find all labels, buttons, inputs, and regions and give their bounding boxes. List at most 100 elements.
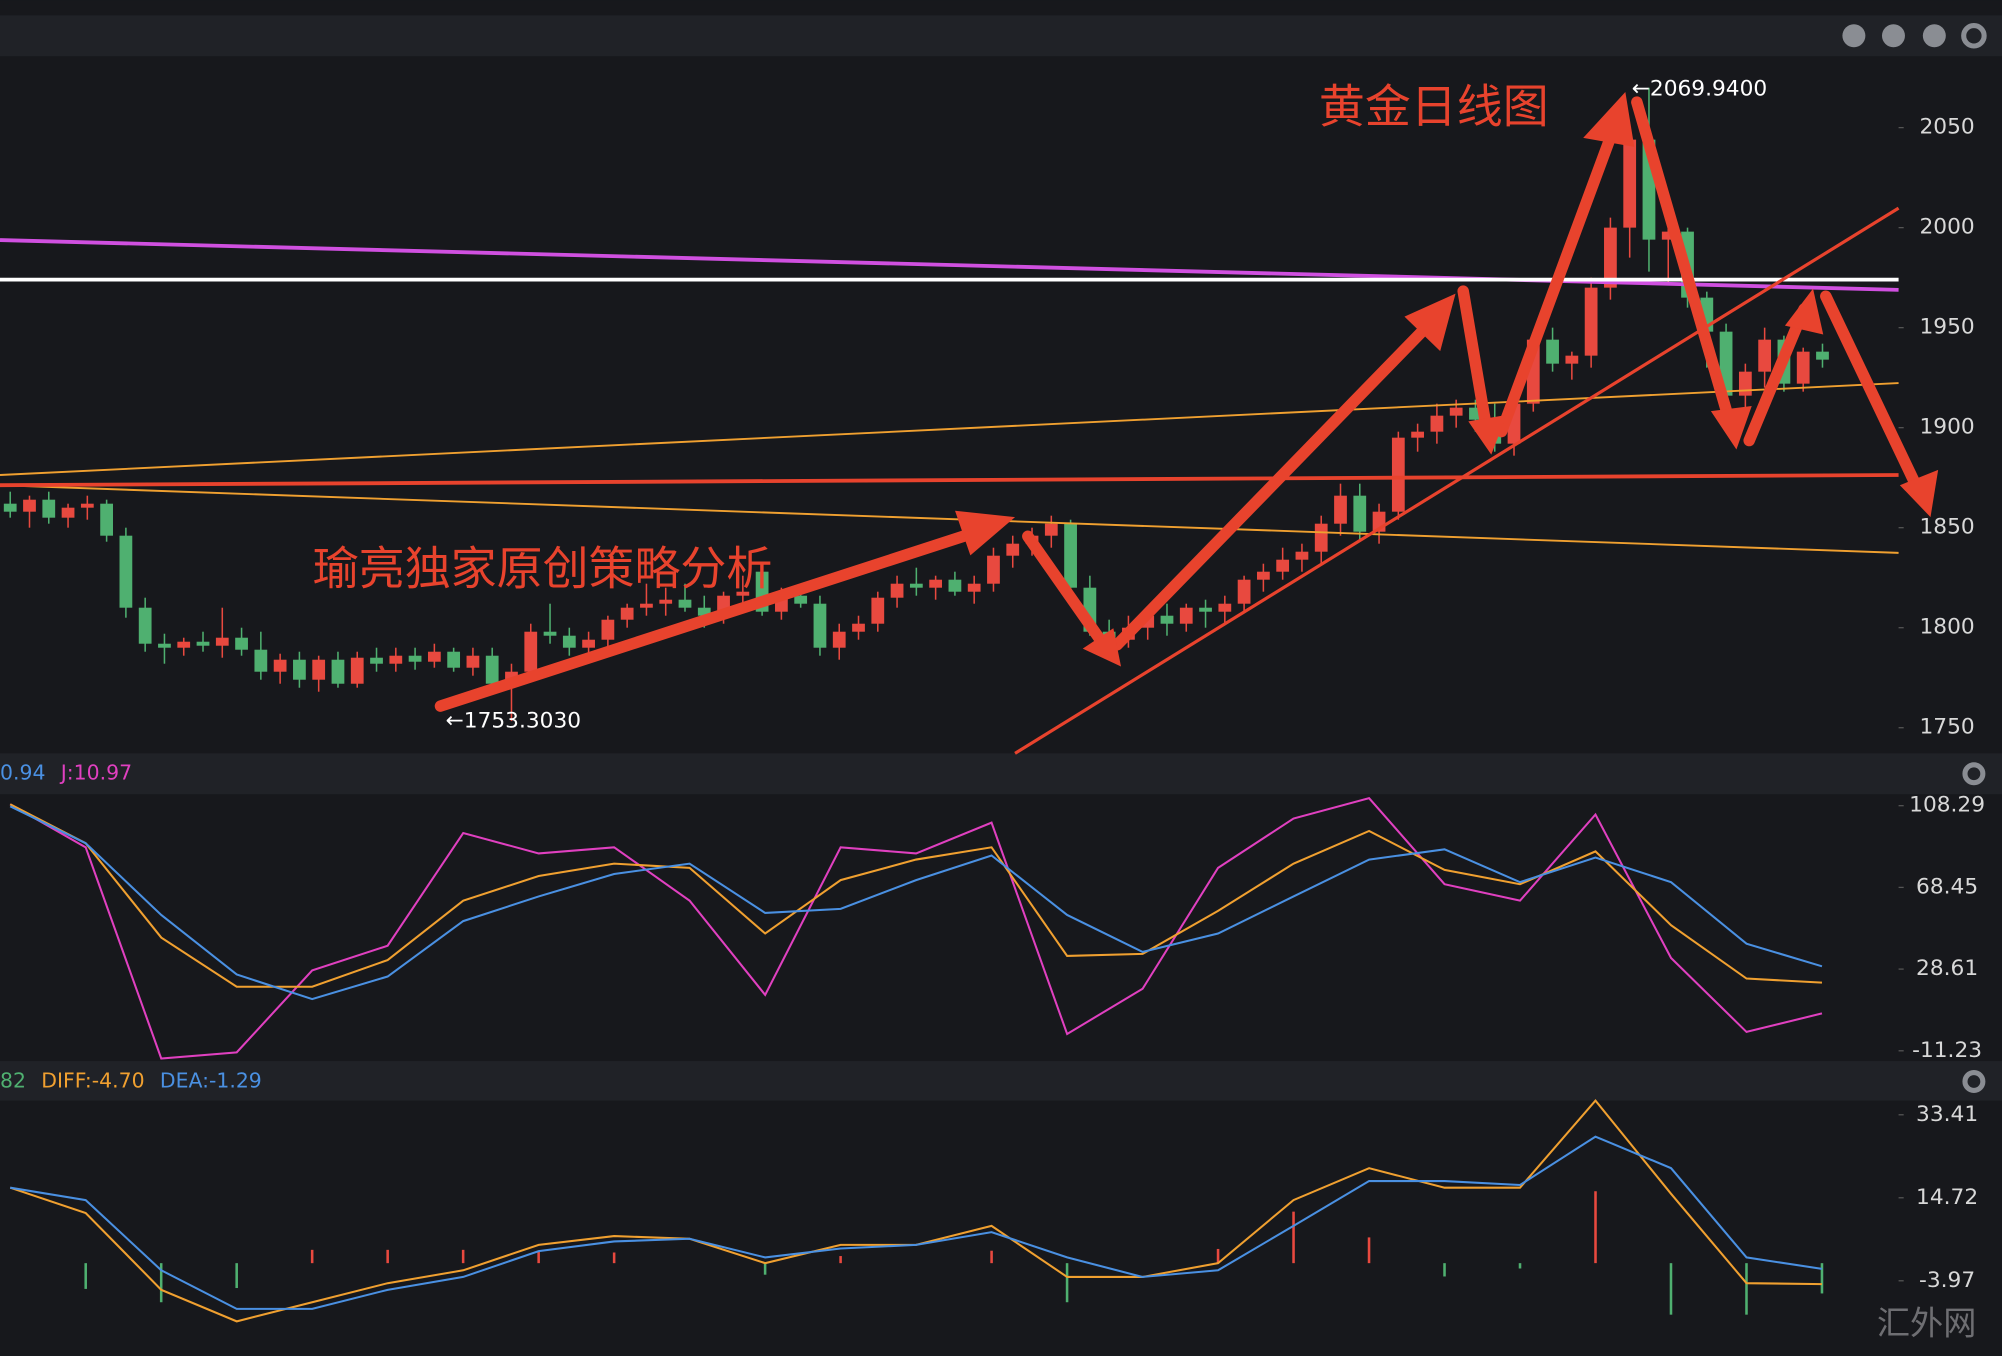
candle-body [543, 631, 557, 636]
candle-body [3, 503, 17, 512]
arrow-head [1710, 406, 1752, 450]
candle-body [659, 599, 673, 604]
candle-body [80, 503, 94, 508]
candle-body [42, 499, 56, 518]
y-tick-label: 28.61 [1916, 956, 1978, 981]
kdj-header [0, 753, 2002, 795]
candle-body [350, 657, 364, 684]
legend-entry: J:10.97 [59, 761, 132, 785]
candle-body [601, 619, 615, 640]
candle-body [1411, 431, 1424, 438]
candle-body [1816, 351, 1829, 360]
icon-minus[interactable] [1842, 24, 1866, 48]
candle-body [562, 635, 576, 648]
arrow [1111, 307, 1446, 651]
y-tick-label: 1750 [1919, 715, 1974, 740]
candle-body [1044, 523, 1058, 536]
candle-body [1353, 495, 1367, 532]
candle-body [697, 607, 711, 616]
candle-body [1276, 559, 1290, 572]
candle-body [273, 659, 287, 672]
trend-line [0, 484, 1899, 554]
candle-body [1314, 523, 1328, 552]
icon-settings[interactable] [1962, 762, 1986, 786]
candle-body [1661, 231, 1675, 240]
candle-body [23, 499, 36, 512]
legend-entry: 0.94 [0, 761, 45, 785]
candle-body [813, 603, 827, 648]
candle-body [1430, 415, 1444, 432]
candle-body [1199, 607, 1212, 612]
candle-body [447, 651, 461, 668]
candle-body [1604, 227, 1617, 288]
arrow [1457, 285, 1494, 440]
candle-body [1796, 351, 1810, 384]
candle-body [177, 641, 191, 648]
toolbar-icons[interactable] [1842, 23, 1987, 49]
candle-body [987, 555, 1000, 584]
y-tick-label: 14.72 [1916, 1185, 1978, 1210]
candle-body [736, 591, 750, 596]
y-tick-label: 108.29 [1909, 793, 1985, 818]
candle-body [620, 607, 634, 620]
candle-body [871, 597, 885, 624]
indicator-line [9, 796, 1823, 1060]
candle-body [293, 659, 306, 680]
legend-entry: DEA:-1.29 [160, 1068, 262, 1092]
candle-body [524, 631, 538, 672]
candle-body [890, 583, 904, 598]
candle-body [1758, 339, 1772, 372]
candle-body [1334, 495, 1347, 524]
y-tick-label: -11.23 [1912, 1038, 1982, 1063]
y-tick-label: 2000 [1919, 215, 1974, 240]
candle-body [1449, 407, 1463, 416]
annotation: 瑜亮独家原创策略分析 [313, 542, 773, 596]
candle-body [1295, 551, 1309, 560]
icon-settings[interactable] [1961, 23, 1987, 49]
arrow-head [1784, 288, 1824, 335]
candle-body [138, 607, 152, 644]
candle-body [582, 639, 595, 648]
candle-body [948, 579, 962, 592]
candle-body [1584, 287, 1598, 356]
trend-line [0, 382, 1899, 476]
indicator-line [10, 1135, 1823, 1310]
low-label: ←1753.3030 [446, 708, 581, 733]
arrow [1022, 530, 1114, 657]
legend-entry: 82 [0, 1068, 26, 1092]
candle-body [485, 655, 499, 684]
icon-plus[interactable] [1881, 24, 1905, 48]
arrow-head [955, 510, 1016, 556]
support-line [0, 473, 1899, 488]
candle-body [235, 637, 248, 650]
y-tick-label: 33.41 [1916, 1102, 1978, 1127]
arrows [434, 96, 1925, 712]
chart-title: 黄金日线图 [1319, 79, 1549, 133]
candle-body [909, 583, 923, 588]
candle-body [1391, 437, 1405, 512]
legend-entry: DIFF:-4.70 [41, 1068, 144, 1092]
arrow-head [1468, 414, 1507, 455]
candle-body [1064, 523, 1077, 588]
candle-body [158, 643, 171, 648]
arrow [1743, 303, 1810, 447]
y-tick-label: 1900 [1919, 415, 1974, 440]
candle-body [852, 623, 865, 632]
candle-body [1256, 571, 1270, 580]
candle-body [1006, 543, 1020, 556]
arrow [1820, 290, 1925, 498]
arrow [1631, 96, 1738, 434]
y-tick-label: 1850 [1919, 515, 1974, 540]
candle-body [389, 655, 403, 664]
candle-body [1546, 339, 1559, 364]
candle-body [640, 603, 653, 608]
candle-body [370, 657, 383, 664]
arrow-head [1583, 91, 1635, 147]
icon-collapse[interactable] [1922, 24, 1946, 48]
candle-body [427, 651, 441, 662]
candle-body [119, 535, 133, 608]
y-tick-label: 68.45 [1916, 874, 1978, 899]
y-tick-label: 1800 [1919, 615, 1974, 640]
icon-settings[interactable] [1962, 1069, 1986, 1093]
